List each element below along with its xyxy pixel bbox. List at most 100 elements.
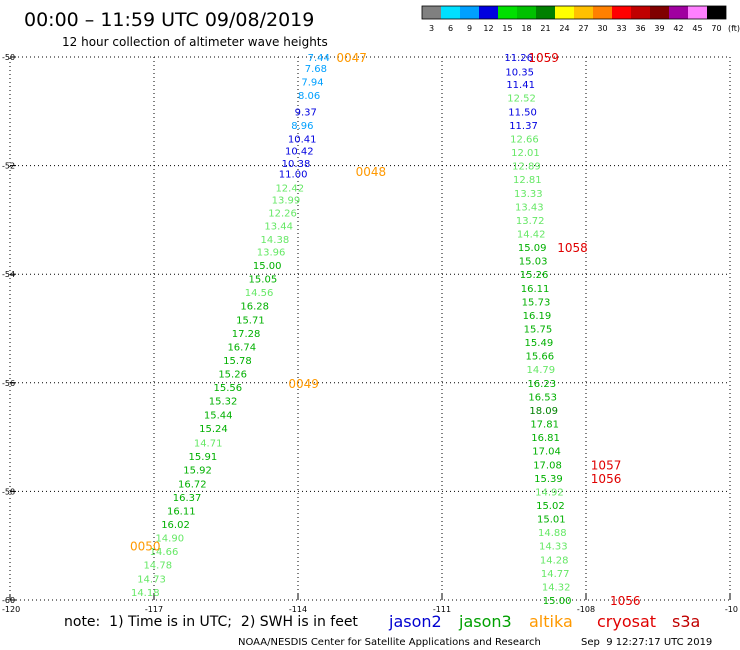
- time-label: 1059: [528, 51, 559, 65]
- footer: note: 1) Time is in UTC; 2) SWH is in fe…: [64, 612, 712, 648]
- colorbar-tick-label: 21: [540, 24, 550, 33]
- swh-data-label: 15.00: [253, 261, 282, 272]
- swh-data-label: 14.33: [539, 542, 568, 553]
- swh-data-label: 15.03: [519, 257, 548, 268]
- swh-data-label: 14.77: [541, 569, 570, 580]
- colorbar-swatch: [422, 6, 441, 19]
- colorbar-tick-label: 18: [521, 24, 531, 33]
- swh-data-label: 12.52: [507, 94, 536, 105]
- swh-data-label: 8.96: [291, 121, 313, 132]
- colorbar-tick-label: 45: [692, 24, 702, 33]
- legend-item-jason2: jason2: [388, 612, 442, 631]
- time-label: 0047: [336, 51, 367, 65]
- time-label: 1057: [591, 458, 622, 472]
- swh-data-label: 14.66: [150, 547, 179, 558]
- swh-data-label: 15.49: [525, 338, 554, 349]
- satellite-legend: jason2 jason3 altika cryosat s3a: [388, 612, 700, 631]
- swh-data-label: 15.56: [214, 383, 243, 394]
- x-tick-label: -117: [145, 605, 163, 614]
- swh-data-label: 7.94: [301, 77, 323, 88]
- swh-data-label: 13.33: [514, 189, 543, 200]
- swh-data-label: 10.38: [282, 159, 311, 170]
- swh-data-label: 14.92: [535, 487, 564, 498]
- swh-data-label: 15.71: [236, 315, 265, 326]
- swh-data-label: 15.02: [536, 501, 565, 512]
- swh-data-label: 16.11: [521, 284, 550, 295]
- swh-data-label: 13.96: [257, 247, 286, 258]
- swh-data-label: 15.73: [522, 297, 551, 308]
- swh-data-label: 14.88: [538, 528, 567, 539]
- swh-data-label: 12.89: [512, 162, 541, 173]
- swh-data-label: 16.37: [173, 493, 202, 504]
- swh-data-label: 15.66: [526, 352, 555, 363]
- colorbar-tick-label: 9: [467, 24, 472, 33]
- colorbar-tick-label: 70: [711, 24, 721, 33]
- colorbar-tick-label: 42: [673, 24, 683, 33]
- colorbar-swatch: [498, 6, 517, 19]
- swh-data-label: 14.71: [194, 439, 223, 450]
- colorbar-tick-label: 30: [597, 24, 607, 33]
- time-label: 0049: [288, 377, 319, 391]
- colorbar-swatch: [631, 6, 650, 19]
- y-tick-label: -58: [2, 487, 15, 496]
- colorbar-swatch: [707, 6, 726, 19]
- y-tick-label: -60: [2, 596, 15, 605]
- swh-data-label: 15.05: [249, 275, 278, 286]
- colorbar-swatch: [517, 6, 536, 19]
- swh-data-label: 15.75: [524, 325, 553, 336]
- chart-title: 00:00 – 11:59 UTC 09/08/2019: [24, 9, 314, 31]
- swh-data-label: 16.23: [527, 379, 556, 390]
- swh-data-label: 15.78: [223, 356, 252, 367]
- swh-data-label: 17.08: [533, 460, 562, 471]
- swh-data-label: 12.01: [511, 148, 540, 159]
- legend-item-altika: altika: [529, 612, 573, 631]
- swh-data-label: 15.00: [543, 596, 572, 607]
- swh-data-label: 12.42: [275, 183, 304, 194]
- swh-data-label: 15.44: [204, 410, 233, 421]
- swh-data-label: 11.00: [279, 170, 308, 181]
- chart-subtitle: 12 hour collection of altimeter wave hei…: [62, 35, 328, 49]
- colorbar-swatch: [441, 6, 460, 19]
- x-tick-label: -108: [577, 605, 595, 614]
- header: 00:00 – 11:59 UTC 09/08/2019 12 hour col…: [24, 9, 328, 49]
- swh-data-label: 13.99: [272, 195, 301, 206]
- colorbar-tick-label: 33: [616, 24, 626, 33]
- swh-data-label: 13.72: [516, 216, 545, 227]
- swh-data-label: 14.18: [131, 588, 160, 599]
- footer-credit: NOAA/NESDIS Center for Satellite Applica…: [238, 637, 541, 648]
- swh-data-label: 18.09: [529, 406, 558, 417]
- swh-data-label: 17.81: [530, 420, 559, 431]
- colorbar-tick-label: 36: [635, 24, 645, 33]
- legend-item-cryosat: cryosat: [597, 612, 656, 631]
- swh-data-label: 8.06: [298, 91, 320, 102]
- colorbar-tick-label: 15: [502, 24, 512, 33]
- time-label: 0050: [130, 540, 161, 554]
- legend-item-jason3: jason3: [458, 612, 512, 631]
- data-marks: 7.447.687.948.069.378.9610.4110.4210.381…: [130, 51, 641, 608]
- plot-axes: -50 -52 -54 -56 -58 -60-120 -117 -114 -111 -108 -1…: [2, 53, 738, 614]
- swh-data-label: 13.44: [264, 221, 293, 232]
- y-tick-label: -54: [2, 270, 15, 279]
- x-tick-label: -120: [2, 605, 20, 614]
- colorbar-swatch: [650, 6, 669, 19]
- y-tick-label: -56: [2, 379, 15, 388]
- swh-data-label: 15.32: [209, 397, 238, 408]
- colorbar-swatch: [555, 6, 574, 19]
- swh-data-label: 14.56: [245, 288, 274, 299]
- x-tick-label: -111: [433, 605, 451, 614]
- colorbar-tick-label: 6: [448, 24, 453, 33]
- swh-data-label: 14.79: [526, 365, 555, 376]
- swh-data-label: 15.39: [534, 474, 563, 485]
- y-tick-label: -52: [2, 162, 15, 171]
- swh-data-label: 15.09: [518, 243, 547, 254]
- swh-data-label: 11.50: [508, 107, 537, 118]
- colorbar-tick-label: 3: [429, 24, 434, 33]
- colorbar-swatch: [669, 6, 688, 19]
- time-label: 1058: [557, 241, 588, 255]
- plot-frame: [9, 56, 731, 601]
- swh-data-label: 17.04: [532, 447, 561, 458]
- colorbar-swatch: [460, 6, 479, 19]
- swh-data-label: 16.02: [161, 520, 190, 531]
